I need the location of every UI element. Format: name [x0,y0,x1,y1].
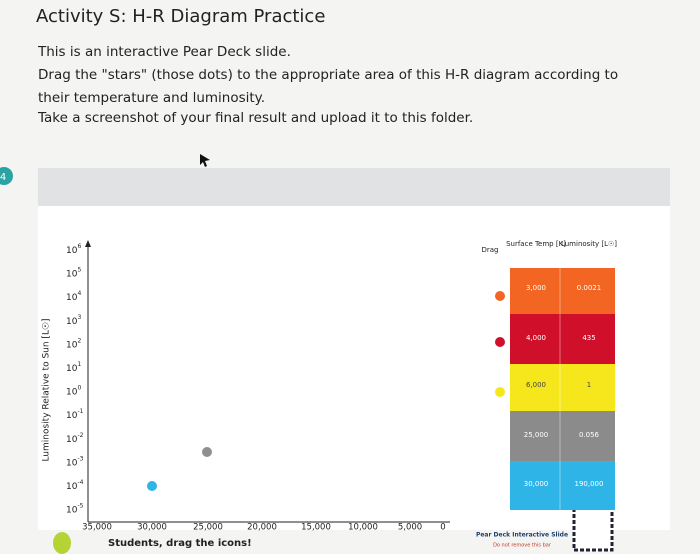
color-row [510,364,615,411]
color-row [510,314,615,364]
x-tick-label: 20,000 [247,523,277,533]
temp-cell: 25,000 [524,431,549,439]
y-tick-label: 101 [66,361,81,374]
temp-cell: 3,000 [526,284,546,292]
luminosity-cell: 0.0021 [577,284,602,292]
y-tick-label: 106 [66,243,81,256]
draggable-star[interactable] [495,387,505,397]
luminosity-cell: 0.056 [579,431,600,439]
luminosity-cell: 1 [587,381,591,389]
y-tick-label: 103 [66,313,81,326]
cursor [200,154,210,167]
y-tick-label: 102 [66,337,81,350]
draggable-star[interactable] [495,291,505,301]
draggable-star[interactable] [202,447,212,457]
table-header: Surface Temp [K] [506,240,566,248]
instruction-line: their temperature and luminosity. [38,90,265,106]
y-tick-exponent: 3 [77,313,81,320]
y-tick-exponent: -1 [77,408,83,415]
y-tick-exponent: 5 [77,266,81,273]
footer-brand: Pear Deck Interactive Slide [476,532,568,539]
y-tick-exponent: -3 [77,455,83,462]
x-tick-label: 25,000 [193,523,223,533]
y-tick-exponent: 4 [77,290,81,297]
x-tick-label: 30,000 [137,523,167,533]
y-axis-arrow [85,240,91,247]
y-tick-base: 10 [66,411,78,421]
slide-badge [0,167,13,185]
footer-prompt: Students, drag the icons! [108,538,252,549]
temp-cell: 4,000 [526,334,546,342]
instruction-line: Drag the "stars" (those dots) to the app… [38,67,618,83]
qr-code [572,506,614,552]
y-tick-base: 10 [66,269,78,279]
y-tick-exponent: -4 [77,479,83,486]
y-axis-label: Luminosity Relative to Sun [L☉] [42,318,52,461]
drag-band [38,168,670,206]
y-tick-base: 10 [66,246,78,256]
y-tick-base: 10 [66,505,78,515]
y-tick-exponent: 1 [77,361,81,368]
y-tick-base: 10 [66,458,78,468]
y-tick-base: 10 [66,364,78,374]
y-tick-label: 104 [66,290,81,303]
pear-icon [53,532,71,554]
y-tick-exponent: 6 [77,243,81,250]
y-tick-label: 10-1 [66,408,84,421]
temp-cell: 30,000 [524,480,549,488]
y-tick-label: 10-4 [66,479,84,492]
y-tick-base: 10 [66,434,78,444]
draggable-star[interactable] [495,337,505,347]
footer-note: Do not remove this bar [493,543,552,549]
luminosity-cell: 190,000 [575,480,604,488]
y-tick-base: 10 [66,482,78,492]
y-tick-exponent: -2 [77,431,83,438]
y-tick-exponent: 2 [77,337,81,344]
color-row [510,411,615,461]
y-tick-exponent: -5 [77,502,83,509]
y-tick-exponent: 0 [77,384,81,391]
x-tick-label: 15,000 [301,523,331,533]
y-tick-label: 105 [66,266,81,279]
x-tick-label: 10,000 [348,523,378,533]
table-header: Luminosity [L☉] [561,240,617,248]
y-tick-base: 10 [66,293,78,303]
draggable-star[interactable] [147,481,157,491]
table-header: Drag [481,246,498,254]
luminosity-cell: 435 [582,334,595,342]
y-tick-base: 10 [66,340,78,350]
y-tick-label: 100 [66,384,81,397]
y-tick-base: 10 [66,316,78,326]
y-tick-label: 10-3 [66,455,84,468]
x-tick-label: 35,000 [82,523,112,533]
x-tick-label: 5,000 [398,523,422,533]
instruction-line: This is an interactive Pear Deck slide. [37,44,291,60]
slide-number: 4 [0,172,6,183]
color-row [510,461,615,510]
y-tick-label: 10-2 [66,431,84,444]
color-row [510,268,615,314]
instruction-line: Take a screenshot of your final result a… [37,110,473,126]
x-tick-label: 0 [440,523,445,533]
title: Activity S: H-R Diagram Practice [36,6,325,27]
y-tick-base: 10 [66,387,78,397]
temp-cell: 6,000 [526,381,546,389]
y-tick-label: 10-5 [66,502,84,515]
